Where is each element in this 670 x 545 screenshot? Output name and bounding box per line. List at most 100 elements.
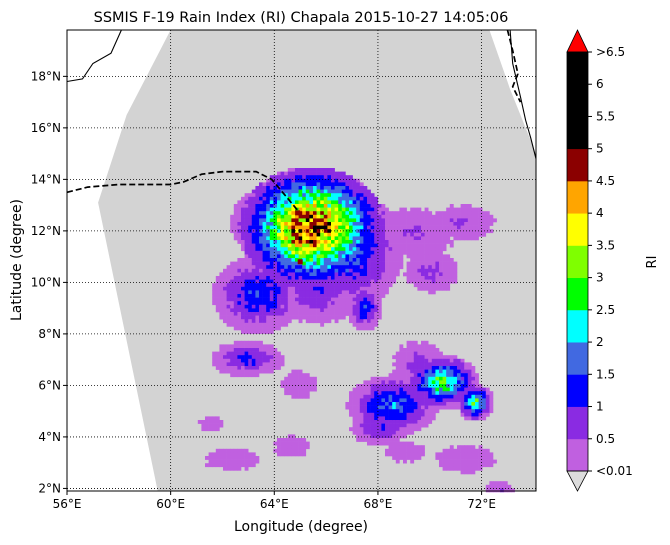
rain-pixel bbox=[446, 459, 451, 464]
rain-pixel bbox=[489, 394, 494, 399]
rain-pixel bbox=[442, 232, 447, 237]
rain-pixel bbox=[428, 265, 433, 270]
rain-pixel bbox=[356, 225, 361, 230]
rain-pixel bbox=[352, 229, 357, 234]
rain-pixel bbox=[460, 394, 465, 399]
rain-pixel bbox=[295, 250, 299, 255]
rain-pixel bbox=[273, 322, 278, 327]
rain-pixel bbox=[215, 456, 220, 460]
rain-pixel bbox=[334, 286, 339, 291]
rain-pixel bbox=[244, 373, 249, 378]
rain-pixel bbox=[439, 265, 443, 270]
rain-pixel bbox=[356, 214, 361, 219]
rain-pixel bbox=[377, 301, 382, 306]
rain-pixel bbox=[219, 355, 224, 360]
rain-pixel bbox=[262, 290, 267, 295]
rain-pixel bbox=[428, 391, 433, 396]
rain-pixel bbox=[338, 258, 343, 262]
rain-pixel bbox=[277, 182, 281, 187]
rain-pixel bbox=[259, 312, 263, 316]
rain-pixel bbox=[259, 301, 263, 306]
rain-pixel bbox=[410, 279, 415, 284]
rain-pixel bbox=[359, 434, 364, 439]
rain-pixel bbox=[259, 189, 263, 194]
rain-pixel bbox=[215, 283, 220, 288]
rain-pixel bbox=[251, 250, 256, 255]
rain-pixel bbox=[370, 247, 375, 252]
rain-pixel bbox=[395, 265, 400, 270]
rain-pixel bbox=[273, 193, 278, 198]
rain-pixel bbox=[489, 214, 494, 219]
rain-pixel bbox=[338, 171, 343, 176]
rain-pixel bbox=[359, 423, 364, 428]
rain-pixel bbox=[370, 398, 375, 403]
rain-pixel bbox=[237, 373, 242, 378]
rain-pixel bbox=[323, 261, 328, 266]
rain-pixel bbox=[269, 225, 274, 230]
rain-pixel bbox=[460, 204, 465, 208]
rain-pixel bbox=[215, 308, 220, 313]
rain-pixel bbox=[424, 380, 429, 385]
rain-pixel bbox=[273, 250, 278, 255]
rain-pixel bbox=[323, 240, 328, 244]
rain-pixel bbox=[381, 258, 386, 262]
rain-pixel bbox=[323, 193, 328, 198]
rain-pixel bbox=[349, 290, 353, 295]
rain-pixel bbox=[460, 470, 465, 475]
rain-pixel bbox=[424, 340, 429, 345]
rain-pixel bbox=[435, 283, 440, 288]
rain-pixel bbox=[377, 441, 382, 446]
rain-pixel bbox=[320, 304, 325, 309]
rain-pixel bbox=[453, 402, 458, 406]
rain-pixel bbox=[431, 265, 436, 270]
rain-pixel bbox=[395, 384, 400, 388]
rain-pixel bbox=[291, 373, 296, 378]
rain-pixel bbox=[424, 247, 429, 252]
rain-pixel bbox=[377, 232, 382, 237]
rain-pixel bbox=[395, 225, 400, 230]
rain-pixel bbox=[374, 247, 379, 252]
rain-pixel bbox=[478, 211, 483, 216]
rain-pixel bbox=[305, 200, 310, 205]
rain-pixel bbox=[399, 358, 404, 363]
rain-pixel bbox=[280, 218, 285, 223]
rain-pixel bbox=[241, 448, 245, 453]
rain-pixel bbox=[381, 412, 386, 417]
rain-pixel bbox=[485, 394, 490, 399]
rain-pixel bbox=[388, 276, 393, 280]
rain-pixel bbox=[251, 189, 256, 194]
rain-pixel bbox=[316, 319, 321, 324]
rain-pixel bbox=[442, 229, 447, 234]
rain-pixel bbox=[377, 380, 382, 385]
rain-pixel bbox=[341, 232, 346, 237]
rain-pixel bbox=[475, 380, 479, 385]
rain-pixel bbox=[388, 225, 393, 230]
rain-pixel bbox=[431, 391, 436, 396]
rain-pixel bbox=[244, 344, 249, 349]
rain-pixel bbox=[302, 394, 307, 399]
rain-pixel bbox=[460, 225, 465, 230]
rain-pixel bbox=[280, 355, 285, 360]
rain-pixel bbox=[352, 304, 357, 309]
rain-pixel bbox=[356, 250, 361, 255]
rain-pixel bbox=[475, 376, 479, 381]
rain-pixel bbox=[395, 445, 400, 450]
rain-pixel bbox=[421, 387, 425, 392]
rain-pixel bbox=[230, 355, 235, 360]
rain-pixel bbox=[410, 441, 415, 446]
rain-pixel bbox=[399, 258, 404, 262]
rain-pixel bbox=[277, 272, 281, 277]
rain-pixel bbox=[262, 182, 267, 187]
rain-pixel bbox=[298, 186, 303, 190]
rain-pixel bbox=[280, 254, 285, 259]
rain-pixel bbox=[359, 279, 364, 284]
rain-pixel bbox=[273, 211, 278, 216]
rain-pixel bbox=[255, 247, 260, 252]
rain-pixel bbox=[453, 229, 458, 234]
rain-pixel bbox=[449, 268, 454, 273]
rain-pixel bbox=[323, 243, 328, 248]
rain-pixel bbox=[334, 279, 339, 284]
rain-pixel bbox=[233, 276, 238, 280]
rain-pixel bbox=[255, 268, 260, 273]
rain-pixel bbox=[327, 286, 332, 291]
